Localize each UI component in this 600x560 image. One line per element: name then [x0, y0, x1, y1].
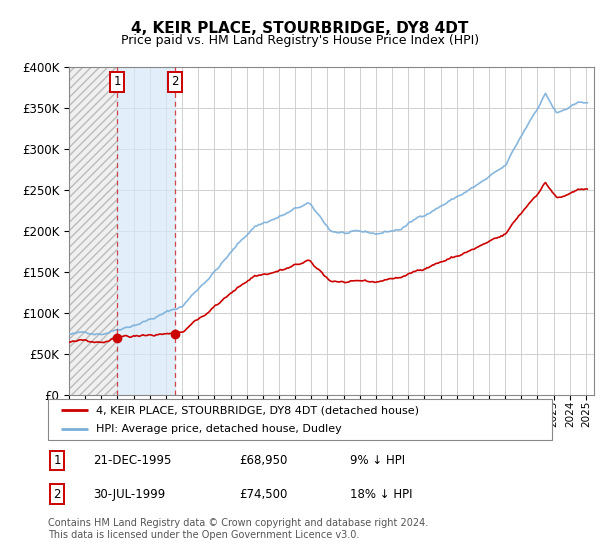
Text: 1: 1	[113, 76, 121, 88]
Text: 4, KEIR PLACE, STOURBRIDGE, DY8 4DT (detached house): 4, KEIR PLACE, STOURBRIDGE, DY8 4DT (det…	[96, 405, 419, 415]
Text: 21-DEC-1995: 21-DEC-1995	[94, 454, 172, 467]
Text: 18% ↓ HPI: 18% ↓ HPI	[350, 488, 413, 501]
Bar	[117, 67, 175, 395]
Text: Price paid vs. HM Land Registry's House Price Index (HPI): Price paid vs. HM Land Registry's House …	[121, 34, 479, 46]
Text: 2: 2	[172, 76, 179, 88]
Text: 30-JUL-1999: 30-JUL-1999	[94, 488, 166, 501]
Text: 9% ↓ HPI: 9% ↓ HPI	[350, 454, 406, 467]
Bar	[69, 67, 117, 395]
Text: HPI: Average price, detached house, Dudley: HPI: Average price, detached house, Dudl…	[96, 424, 341, 433]
Text: 1: 1	[53, 454, 61, 467]
Text: 4, KEIR PLACE, STOURBRIDGE, DY8 4DT: 4, KEIR PLACE, STOURBRIDGE, DY8 4DT	[131, 21, 469, 36]
Text: £68,950: £68,950	[239, 454, 288, 467]
Text: £74,500: £74,500	[239, 488, 288, 501]
Text: 2: 2	[53, 488, 61, 501]
FancyBboxPatch shape	[48, 399, 552, 440]
Text: Contains HM Land Registry data © Crown copyright and database right 2024.
This d: Contains HM Land Registry data © Crown c…	[48, 518, 428, 540]
